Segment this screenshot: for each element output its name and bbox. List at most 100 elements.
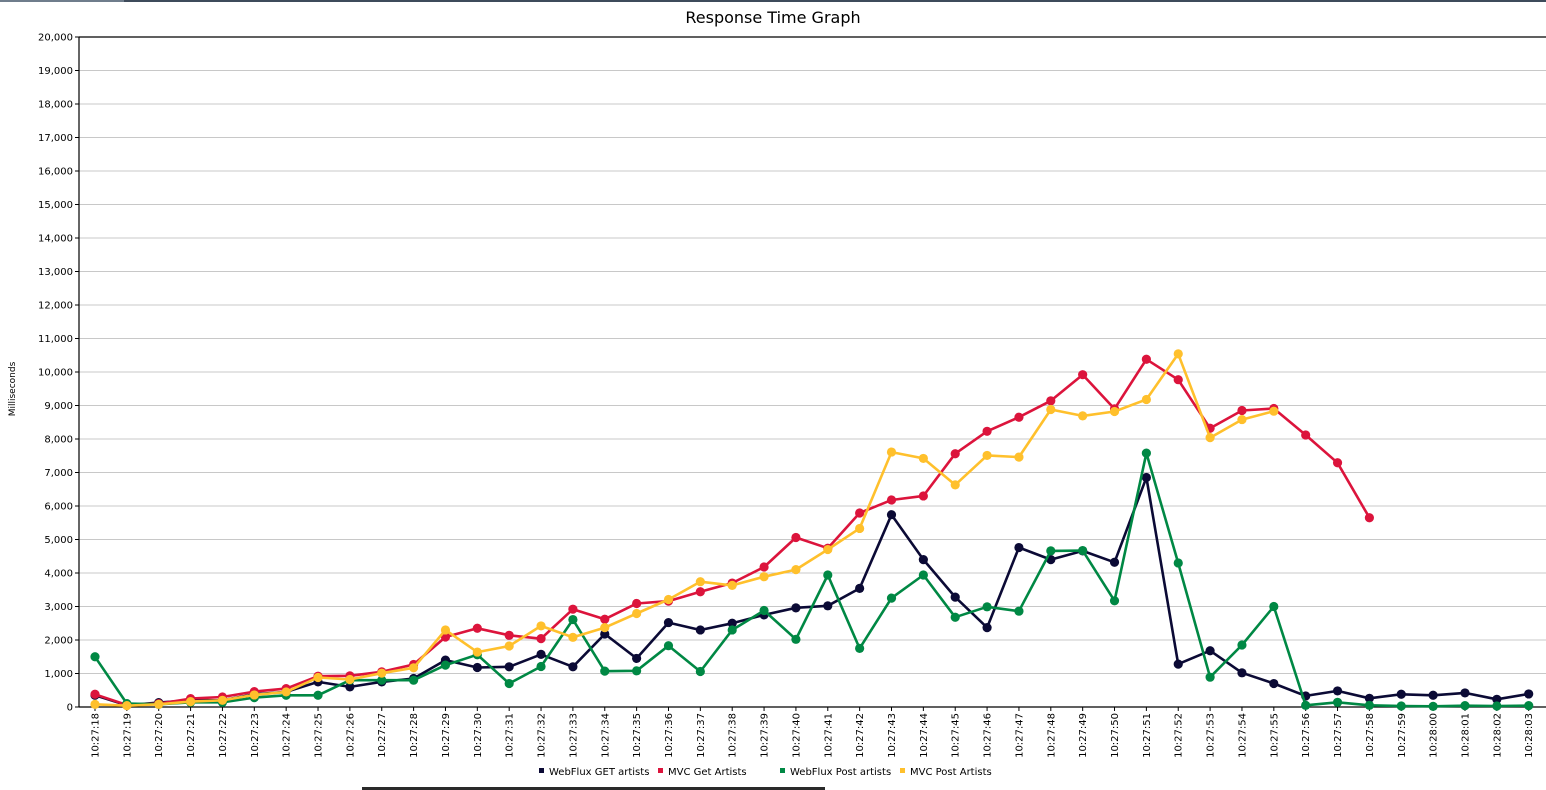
data-point [1332, 458, 1343, 468]
y-tick-label: 18,000 [38, 100, 73, 111]
x-tick-label: 10:27:26 [345, 713, 356, 758]
data-point [855, 643, 865, 653]
y-tick-label: 14,000 [38, 234, 73, 245]
data-point [1301, 700, 1311, 710]
x-tick-label: 10:27:56 [1301, 713, 1312, 758]
x-tick-label: 10:27:38 [728, 713, 739, 758]
data-point [1141, 472, 1151, 483]
y-tick-label: 11,000 [38, 334, 73, 345]
x-tick-label: 10:27:30 [473, 713, 484, 758]
data-point [568, 604, 578, 614]
data-point [440, 660, 451, 670]
data-point [536, 621, 546, 631]
data-point [281, 687, 291, 697]
y-tick-label: 8,000 [44, 435, 73, 446]
legend-swatch [539, 768, 544, 773]
data-point [632, 608, 642, 619]
data-point [632, 653, 642, 664]
data-point [663, 594, 674, 605]
data-point [1460, 688, 1470, 698]
series-3 [90, 349, 1279, 711]
data-point [409, 675, 419, 685]
data-point [632, 598, 642, 609]
data-point [1014, 452, 1024, 462]
data-point [345, 674, 355, 685]
data-point [663, 617, 674, 628]
data-point [568, 632, 578, 642]
y-tick-label: 9,000 [44, 401, 73, 412]
y-tick-label: 15,000 [38, 200, 73, 211]
data-point [313, 690, 323, 700]
data-point [600, 629, 610, 639]
x-tick-label: 10:27:37 [696, 713, 707, 758]
data-point [1109, 596, 1120, 606]
y-tick-label: 5,000 [44, 535, 73, 546]
data-point [1269, 601, 1279, 612]
data-point [217, 695, 228, 705]
y-tick-label: 12,000 [38, 301, 73, 312]
x-tick-label: 10:27:32 [537, 713, 548, 758]
x-tick-label: 10:27:43 [887, 713, 898, 758]
data-point [1269, 406, 1279, 416]
y-tick-label: 17,000 [38, 133, 73, 144]
window-top-strip [0, 0, 1546, 2]
data-point [600, 614, 610, 624]
data-point [1301, 430, 1311, 440]
data-point [663, 641, 674, 651]
data-point [568, 614, 578, 625]
data-point [1428, 701, 1438, 711]
data-point [1205, 433, 1215, 443]
window-top-accent [0, 0, 124, 2]
data-point [1237, 405, 1247, 416]
data-point [1332, 686, 1343, 696]
grid-lines [79, 36, 1546, 674]
data-point [823, 570, 833, 580]
data-point [1524, 689, 1534, 699]
legend-swatch [900, 768, 905, 773]
x-tick-label: 10:27:24 [282, 713, 293, 758]
data-point [1269, 678, 1279, 689]
series-1 [90, 354, 1374, 710]
x-tick-label: 10:27:39 [760, 713, 771, 758]
data-point [982, 450, 992, 461]
data-point [632, 666, 642, 676]
x-tick-label: 10:27:54 [1237, 713, 1248, 758]
x-tick-label: 10:27:34 [600, 713, 611, 758]
data-point [918, 491, 928, 501]
series-0 [90, 472, 1534, 710]
data-point [1173, 349, 1183, 359]
x-tick-label: 10:28:02 [1492, 713, 1503, 758]
x-tick-label: 10:27:19 [122, 713, 133, 758]
data-point [695, 666, 705, 677]
data-point [727, 618, 737, 628]
data-point [504, 630, 514, 640]
y-tick-label: 3,000 [44, 602, 73, 613]
x-tick-label: 10:27:48 [1046, 713, 1057, 758]
x-tick-label: 10:27:55 [1269, 713, 1280, 758]
x-tick-label: 10:28:00 [1429, 713, 1440, 758]
data-point [536, 661, 546, 672]
data-point [90, 689, 100, 699]
data-point [1428, 690, 1438, 700]
x-tick-labels: 10:27:18 10:27:19 10:27:20 10:27:21 10:27:22… [91, 713, 1536, 758]
data-point [1046, 396, 1056, 406]
data-point [695, 587, 705, 597]
x-tick-label: 10:27:52 [1174, 713, 1185, 758]
data-point [1046, 546, 1056, 556]
data-point [440, 625, 451, 635]
chart-title: Response Time Graph [685, 8, 860, 27]
legend-label: WebFlux Post artists [790, 767, 891, 778]
data-point [950, 449, 960, 459]
data-point [1014, 412, 1024, 422]
data-point [1014, 606, 1024, 616]
data-point [600, 623, 610, 633]
x-tick-label: 10:27:58 [1365, 713, 1376, 758]
data-point [1332, 697, 1343, 707]
y-tick-label: 0 [67, 703, 73, 714]
bottom-scrollbar[interactable] [362, 787, 825, 790]
data-point [886, 510, 897, 520]
data-point [472, 623, 482, 633]
y-tick-labels: 0 1,000 2,000 3,000 4,000 5,000 6,000 7,000 8,00… [38, 33, 73, 714]
data-point [855, 523, 865, 534]
